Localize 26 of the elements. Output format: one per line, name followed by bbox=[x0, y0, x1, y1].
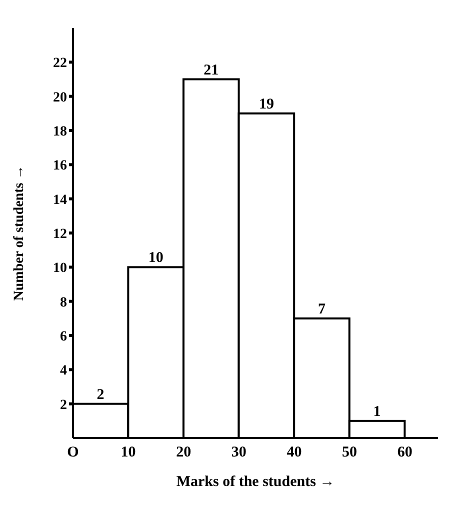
y-axis-title: Number of students → bbox=[12, 165, 27, 301]
x-tick-label: 50 bbox=[342, 444, 358, 461]
data-label: 21 bbox=[204, 62, 219, 78]
x-tick-label: 30 bbox=[231, 444, 246, 461]
x-tick-label: O bbox=[67, 444, 79, 461]
y-tick-label: 8 bbox=[60, 295, 67, 310]
x-tick-label: 40 bbox=[286, 444, 302, 461]
data-label: 1 bbox=[373, 404, 381, 420]
y-tick-label: 22 bbox=[53, 56, 67, 72]
x-tick-label: 60 bbox=[397, 444, 412, 461]
y-tick-label: 20 bbox=[53, 90, 67, 106]
y-tick-label: 14 bbox=[53, 192, 67, 208]
y-tick-label: 4 bbox=[60, 364, 67, 379]
y-tick-label: 18 bbox=[53, 124, 67, 140]
data-label: 19 bbox=[258, 96, 274, 112]
x-axis-title: Marks of the students → bbox=[176, 474, 335, 490]
y-tick-label: 12 bbox=[53, 226, 67, 242]
y-tick-label: 6 bbox=[60, 329, 67, 344]
data-label: 7 bbox=[318, 301, 326, 318]
x-tick-label: 10 bbox=[120, 444, 136, 461]
y-tick-label: 10 bbox=[53, 261, 67, 276]
data-label: 10 bbox=[148, 250, 164, 266]
x-tick-label: 20 bbox=[176, 444, 192, 461]
y-tick-label: 2 bbox=[60, 398, 67, 413]
data-label: 2 bbox=[96, 386, 104, 403]
y-tick-label: 16 bbox=[53, 158, 67, 174]
